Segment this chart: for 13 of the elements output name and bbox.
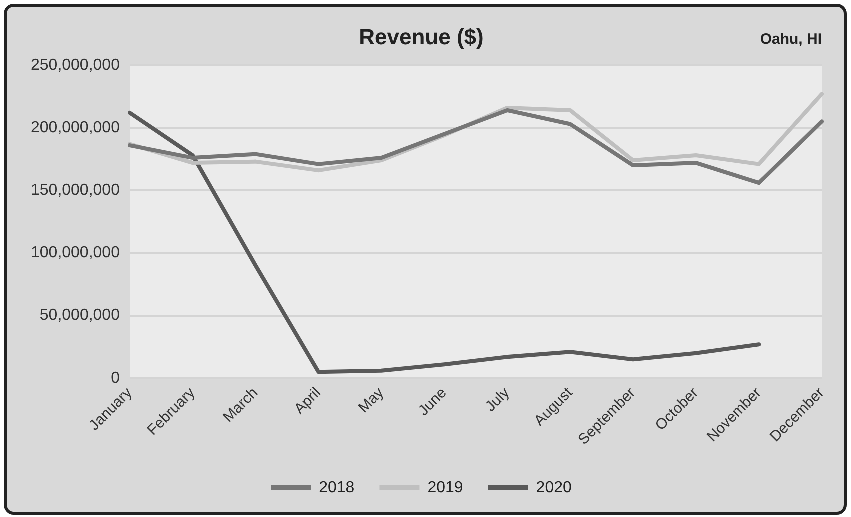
y-tick-label: 0 [111, 370, 120, 387]
y-tick-label: 200,000,000 [30, 119, 120, 136]
y-tick-label: 100,000,000 [30, 244, 120, 262]
legend-label: 2018 [319, 479, 355, 496]
x-tick-label: May [355, 384, 388, 417]
y-tick-label: 250,000,000 [30, 56, 120, 74]
text: Oahu, HI [760, 31, 822, 48]
chart-title: Revenue ($) [359, 24, 484, 50]
x-tick-label: July [482, 384, 514, 416]
legend-label: 2020 [536, 479, 572, 496]
y-tick-label: 150,000,000 [30, 182, 120, 199]
legend-label: 2019 [428, 479, 464, 496]
y-tick-label: 50,000,000 [40, 307, 120, 324]
